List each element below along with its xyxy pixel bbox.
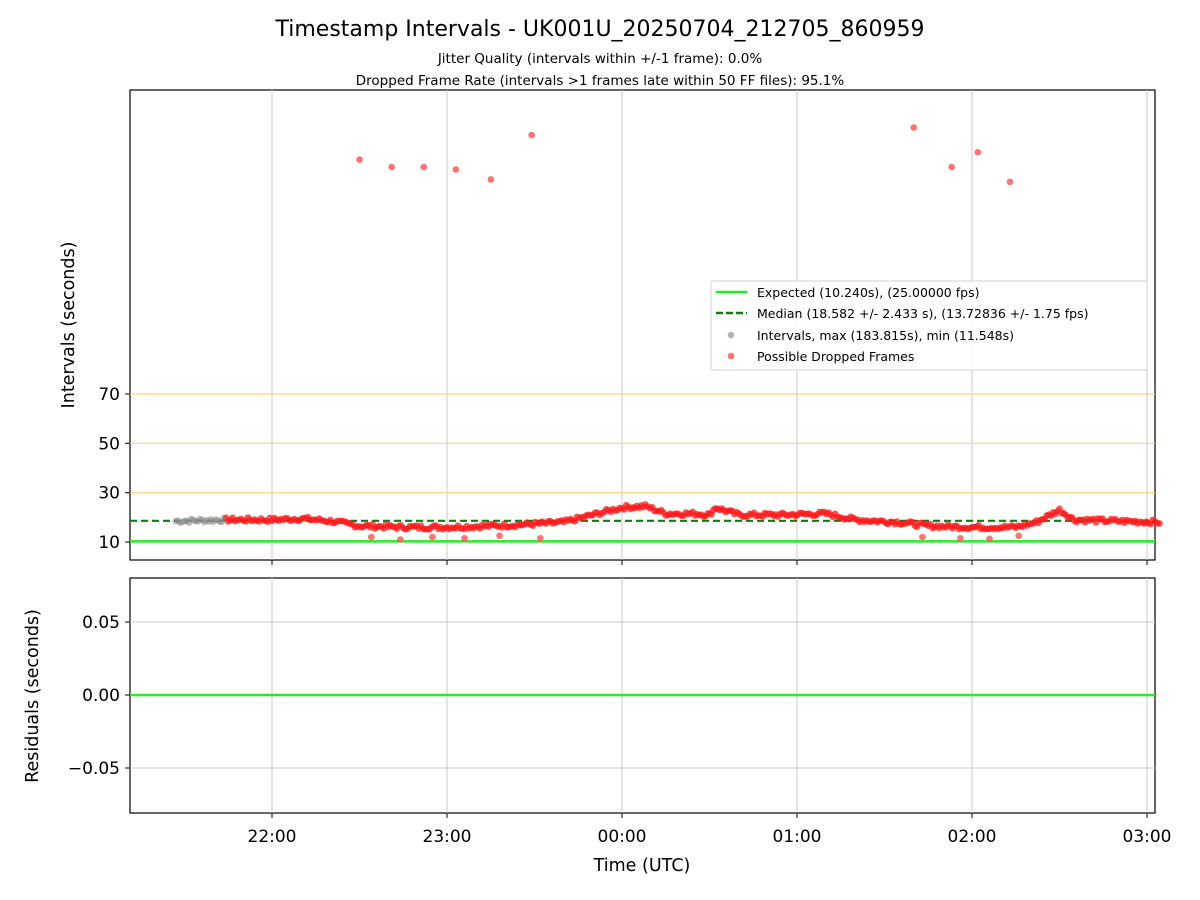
intervals-plot-frame: [129, 89, 1156, 561]
legend-dropped-label: Possible Dropped Frames: [757, 349, 914, 364]
intervals-y-ticks: 10 30 50 70: [98, 385, 130, 553]
dropped-frame-point: [452, 166, 460, 173]
x-tick-label: 01:00: [773, 827, 822, 847]
residuals-y-ticks: 0.05 0.00 −0.05: [68, 613, 130, 779]
residuals-x-axis-label: Time (UTC): [593, 856, 691, 876]
y-tick-label: 30: [98, 484, 120, 504]
interval-point: [1156, 520, 1163, 527]
y-tick-label: 50: [98, 434, 120, 454]
dropped-frame-point: [957, 535, 964, 542]
residuals-y-axis-label: Residuals (seconds): [23, 609, 43, 783]
x-tick-label: 00:00: [598, 827, 647, 847]
x-tick-label: 02:00: [948, 827, 997, 847]
chart-title: Timestamp Intervals - UK001U_20250704_21…: [275, 17, 925, 42]
dropped-frame-point: [910, 124, 917, 131]
interval-points: [172, 124, 1163, 543]
dropped-frame-point: [986, 535, 993, 543]
dropped-frame-point: [528, 131, 535, 139]
dropped-frame-point: [948, 163, 955, 171]
legend-intervals-label: Intervals, max (183.815s), min (11.548s): [757, 328, 1014, 343]
dropped-frame-point: [974, 149, 982, 156]
y-tick-label: 0.05: [82, 613, 120, 633]
dropped-frame-point: [367, 533, 375, 541]
x-tick-label: 23:00: [423, 827, 472, 847]
intervals-plot: 10 30 50 70 Intervals (seconds) Expected (1…: [59, 89, 1163, 565]
legend-dropped-marker: [727, 352, 735, 360]
intervals-x-ticks: [271, 560, 1148, 565]
dropped-frame-point: [919, 533, 926, 541]
y-tick-label: 0.00: [82, 686, 120, 706]
y-tick-label: −0.05: [68, 759, 120, 779]
dropped-frame-point: [1006, 178, 1014, 186]
legend-box: [710, 280, 1148, 371]
legend: Expected (10.240s), (25.00000 fps) Media…: [710, 280, 1148, 371]
intervals-grid: [271, 90, 1148, 560]
residuals-x-ticks: 22:00 23:00 00:00 01:00 02:00 03:00: [248, 813, 1172, 847]
dropped-frame-point: [429, 533, 436, 541]
dropped-frame-point: [397, 536, 404, 543]
dropped-frame-point: [537, 535, 544, 542]
x-tick-label: 03:00: [1123, 827, 1172, 847]
y-tick-label: 70: [98, 385, 120, 405]
legend-intervals-marker: [727, 331, 735, 339]
legend-median-label: Median (18.582 +/- 2.433 s), (13.72836 +…: [757, 306, 1088, 321]
dropped-frame-point: [461, 535, 468, 542]
dropped-frame-point: [1015, 532, 1022, 540]
x-tick-label: 22:00: [248, 827, 297, 847]
dropped-frame-point: [496, 532, 503, 540]
dropped-frame-point: [487, 176, 495, 183]
intervals-y-axis-label: Intervals (seconds): [59, 242, 79, 409]
y-tick-label: 10: [98, 533, 120, 553]
chart-subtitle-jitter: Jitter Quality (intervals within +/-1 fr…: [437, 51, 763, 67]
dropped-frame-point: [420, 163, 428, 171]
residuals-plot: 22:00 23:00 00:00 01:00 02:00 03:00 0.05 0.00 −…: [23, 577, 1172, 876]
dropped-frame-point: [388, 163, 395, 171]
dropped-frame-point: [356, 156, 363, 163]
chart-subtitle-dropped: Dropped Frame Rate (intervals >1 frames …: [356, 73, 845, 89]
legend-expected-label: Expected (10.240s), (25.00000 fps): [757, 285, 979, 300]
